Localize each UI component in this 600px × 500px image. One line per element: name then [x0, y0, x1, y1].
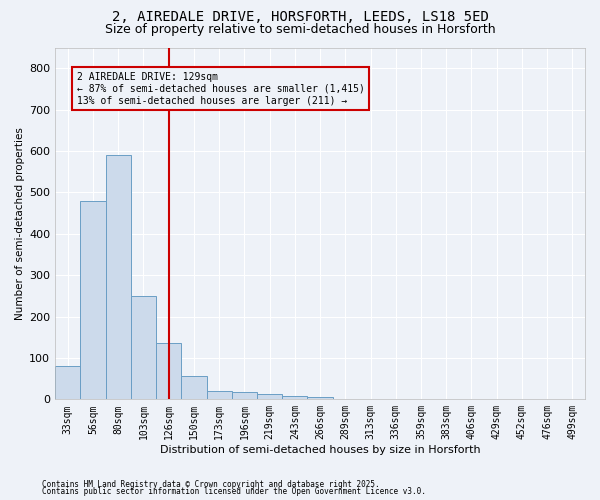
Y-axis label: Number of semi-detached properties: Number of semi-detached properties	[15, 127, 25, 320]
Bar	[55, 366, 80, 400]
Bar	[232, 392, 257, 400]
Text: 2, AIREDALE DRIVE, HORSFORTH, LEEDS, LS18 5ED: 2, AIREDALE DRIVE, HORSFORTH, LEEDS, LS1…	[112, 10, 488, 24]
Bar	[307, 398, 332, 400]
Bar	[131, 296, 156, 400]
Bar	[206, 391, 232, 400]
Text: Contains HM Land Registry data © Crown copyright and database right 2025.: Contains HM Land Registry data © Crown c…	[42, 480, 380, 489]
Text: Size of property relative to semi-detached houses in Horsforth: Size of property relative to semi-detach…	[104, 22, 496, 36]
Bar	[80, 200, 106, 400]
Bar	[181, 376, 206, 400]
Text: 2 AIREDALE DRIVE: 129sqm
← 87% of semi-detached houses are smaller (1,415)
13% o: 2 AIREDALE DRIVE: 129sqm ← 87% of semi-d…	[77, 72, 364, 106]
Bar	[156, 344, 181, 400]
Bar	[106, 155, 131, 400]
Bar	[257, 394, 282, 400]
Text: Contains public sector information licensed under the Open Government Licence v3: Contains public sector information licen…	[42, 488, 426, 496]
Bar	[282, 396, 307, 400]
X-axis label: Distribution of semi-detached houses by size in Horsforth: Distribution of semi-detached houses by …	[160, 445, 481, 455]
